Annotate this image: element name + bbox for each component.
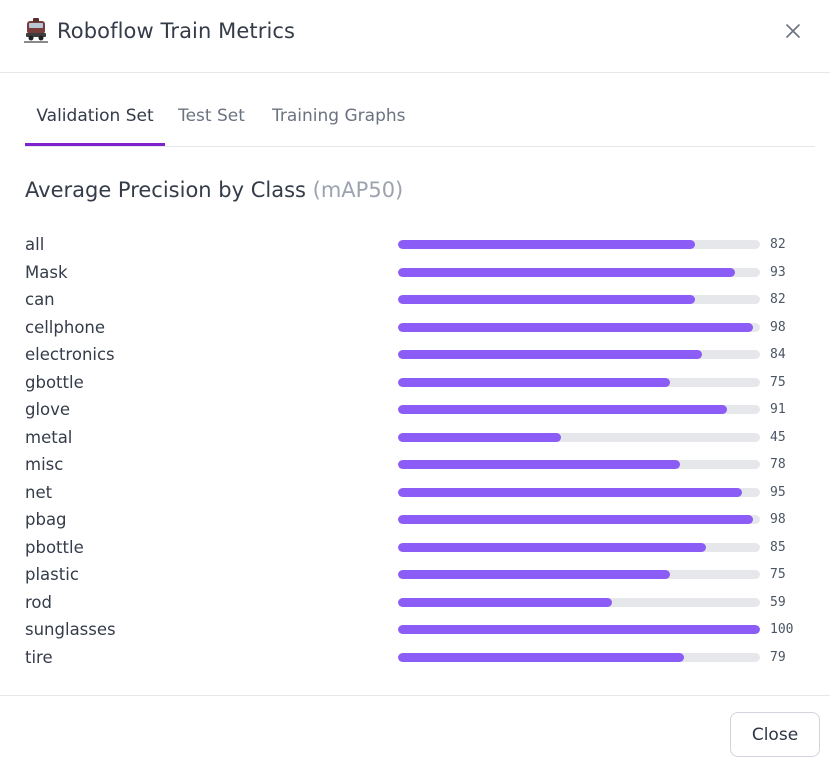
class-row: sunglasses 100 <box>0 616 830 644</box>
class-row: can 82 <box>0 286 830 314</box>
modal-title: Roboflow Train Metrics <box>57 19 296 43</box>
precision-bar-track <box>398 570 760 579</box>
class-label: gbottle <box>25 372 84 392</box>
class-row: pbag 98 <box>0 506 830 534</box>
precision-bar-fill <box>398 515 753 524</box>
class-label: Mask <box>25 262 68 282</box>
precision-bar-track <box>398 322 760 332</box>
precision-bar-fill <box>398 405 728 414</box>
class-label: net <box>25 482 53 502</box>
precision-bar-track <box>398 515 760 524</box>
class-row: metal 45 <box>0 424 830 452</box>
class-label: can <box>25 290 55 309</box>
modal-footer: Close <box>0 695 830 765</box>
class-row: misc 78 <box>0 451 830 479</box>
precision-bar-track <box>398 240 760 249</box>
precision-bar-track <box>398 542 760 552</box>
precision-value: 98 <box>770 512 786 527</box>
section-title: Average Precision by Class (mAP50) <box>25 174 403 206</box>
class-row: gbottle 75 <box>0 369 830 397</box>
precision-bar-fill <box>398 597 612 607</box>
precision-bar-fill <box>398 570 670 579</box>
class-row: plastic 75 <box>0 561 830 589</box>
train-icon <box>24 18 48 44</box>
precision-value: 59 <box>770 594 786 610</box>
precision-bar-fill <box>398 350 703 359</box>
precision-bar-fill <box>398 432 561 442</box>
class-label: electronics <box>25 345 115 364</box>
tab-test-set[interactable]: Test Set <box>178 106 245 126</box>
precision-bar-fill <box>398 267 735 277</box>
precision-value: 93 <box>770 264 786 280</box>
class-label: rod <box>25 592 52 612</box>
section-title-text: Average Precision by Class <box>25 178 306 202</box>
class-label: pbottle <box>25 537 84 557</box>
precision-bar-track <box>398 350 760 359</box>
precision-value: 91 <box>770 402 786 417</box>
precision-value: 100 <box>770 622 794 637</box>
class-label: metal <box>25 427 73 447</box>
precision-bar-track <box>398 295 760 304</box>
class-row: net 95 <box>0 479 830 507</box>
precision-bar-fill <box>398 460 681 469</box>
precision-value: 95 <box>770 484 786 500</box>
precision-value: 82 <box>770 292 786 307</box>
precision-value: 82 <box>770 237 786 252</box>
precision-value: 84 <box>770 347 786 362</box>
close-button[interactable]: Close <box>730 712 820 757</box>
metric-label: (mAP50) <box>312 178 404 202</box>
class-row: tire 79 <box>0 644 830 672</box>
precision-value: 75 <box>770 567 786 582</box>
class-precision-list: all 82 Mask 93 can 82 cellphone 98 electronics 84… <box>0 231 830 671</box>
tab-validation-set[interactable]: Validation Set <box>25 88 165 146</box>
precision-value: 85 <box>770 539 786 555</box>
precision-bar-track <box>398 432 760 442</box>
precision-bar-fill <box>398 625 760 634</box>
precision-bar-fill <box>398 487 742 497</box>
precision-bar-fill <box>398 295 695 304</box>
class-label: plastic <box>25 565 79 584</box>
class-label: glove <box>25 400 71 419</box>
precision-bar-track <box>398 377 760 387</box>
class-row: rod 59 <box>0 589 830 617</box>
class-row: Mask 93 <box>0 259 830 287</box>
tab-training-graphs[interactable]: Training Graphs <box>272 106 406 126</box>
class-label: tire <box>25 647 53 667</box>
class-row: cellphone 98 <box>0 314 830 342</box>
class-row: electronics 84 <box>0 341 830 369</box>
precision-bar-fill <box>398 542 706 552</box>
class-label: pbag <box>25 510 67 529</box>
precision-bar-fill <box>398 322 753 332</box>
precision-value: 98 <box>770 319 786 335</box>
precision-bar-track <box>398 597 760 607</box>
close-icon[interactable] <box>780 18 806 44</box>
precision-bar-track <box>398 487 760 497</box>
precision-bar-fill <box>398 652 684 662</box>
modal-header: Roboflow Train Metrics <box>0 0 830 73</box>
class-label: misc <box>25 455 64 474</box>
class-row: pbottle 85 <box>0 534 830 562</box>
metrics-tabs: Validation Set Test Set Training Graphs <box>25 88 815 147</box>
precision-bar-track <box>398 460 760 469</box>
precision-bar-fill <box>398 377 670 387</box>
class-label: sunglasses <box>25 620 116 639</box>
precision-bar-track <box>398 625 760 634</box>
precision-bar-track <box>398 405 760 414</box>
precision-bar-fill <box>398 240 695 249</box>
class-row: all 82 <box>0 231 830 259</box>
precision-bar-track <box>398 652 760 662</box>
precision-value: 45 <box>770 429 786 445</box>
class-label: cellphone <box>25 317 106 337</box>
precision-value: 79 <box>770 649 786 665</box>
precision-value: 75 <box>770 374 786 390</box>
precision-bar-track <box>398 267 760 277</box>
class-row: glove 91 <box>0 396 830 424</box>
class-label: all <box>25 235 45 254</box>
precision-value: 78 <box>770 457 786 472</box>
